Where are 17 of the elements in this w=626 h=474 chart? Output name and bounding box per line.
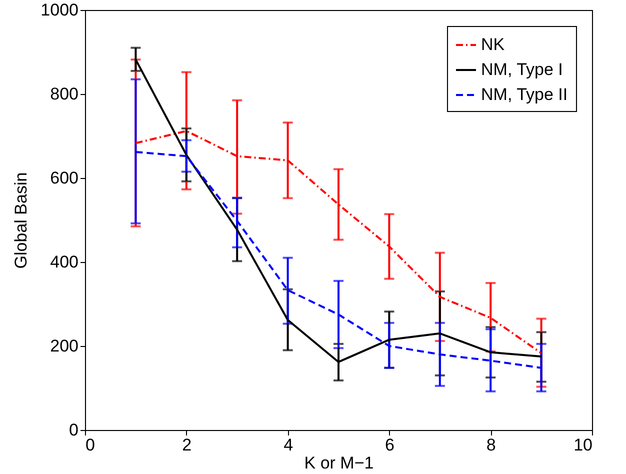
x-tick-label: 2	[182, 436, 192, 454]
y-axis-title: Global Basin	[12, 172, 31, 269]
y-tick-label: 600	[50, 168, 78, 188]
y-tick-label: 200	[50, 336, 78, 356]
x-tick-label: 6	[384, 436, 394, 454]
legend-label: NM, Type I	[481, 60, 563, 79]
legend-label: NK	[481, 35, 506, 54]
y-tick-label: 1000	[40, 0, 78, 20]
y-tick-label: 400	[50, 252, 78, 272]
x-tick-label: 0	[86, 436, 95, 454]
x-tick-label: 10	[574, 436, 592, 454]
x-axis-title: K or M−1	[304, 454, 374, 472]
x-tick-label: 8	[486, 436, 496, 454]
x-tick-label: 4	[284, 436, 294, 454]
legend-label: NM, Type II	[481, 85, 568, 104]
y-tick-label: 0	[69, 420, 78, 440]
y-tick-label: 800	[50, 84, 78, 104]
